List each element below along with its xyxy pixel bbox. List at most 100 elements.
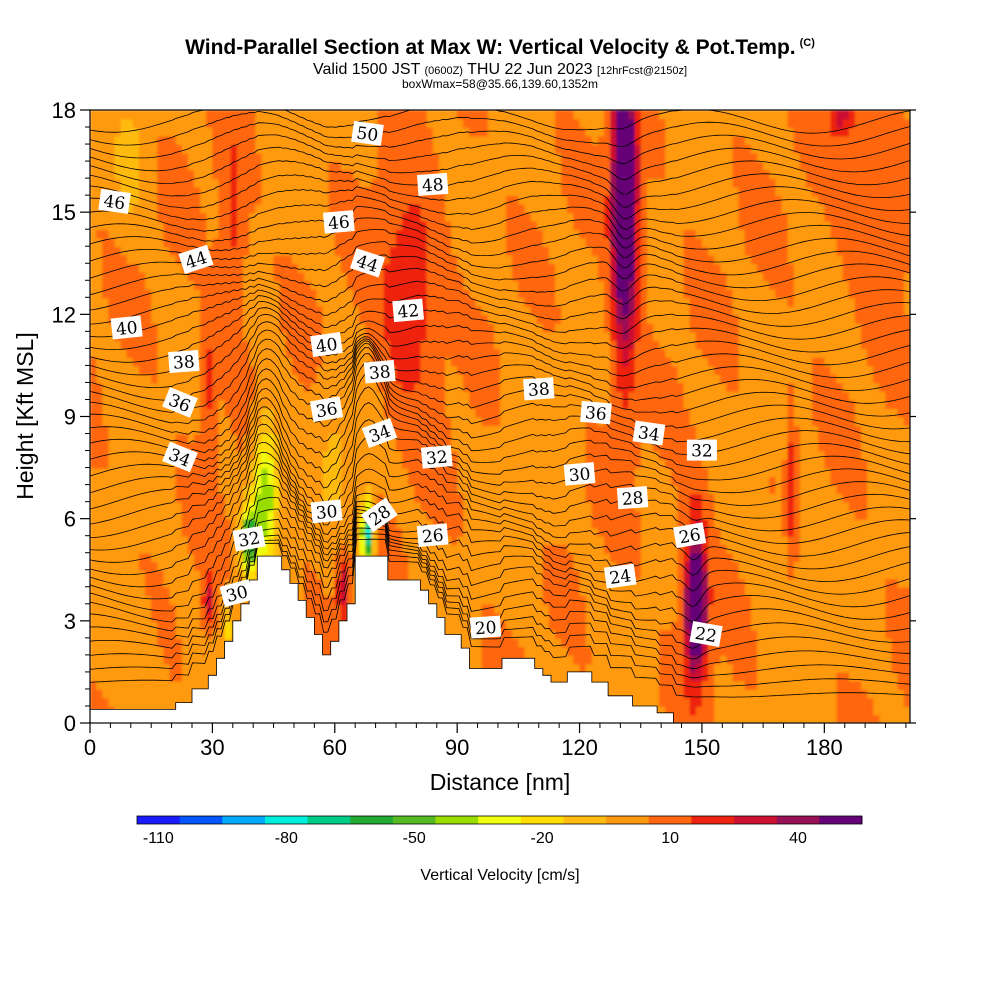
velocity-cell — [261, 390, 269, 401]
velocity-cell — [242, 135, 251, 145]
velocity-cell — [255, 459, 263, 469]
velocity-cell — [438, 493, 446, 503]
velocity-cell — [463, 178, 471, 188]
velocity-cell — [481, 373, 489, 384]
velocity-cell — [438, 433, 446, 443]
velocity-cell — [249, 254, 257, 265]
velocity-cell — [102, 433, 110, 443]
velocity-cell — [316, 135, 324, 145]
velocity-cell — [267, 212, 275, 222]
velocity-cell — [145, 135, 153, 145]
velocity-cell — [469, 254, 477, 265]
velocity-cell — [365, 416, 373, 426]
velocity-cell — [426, 229, 434, 239]
velocity-cell — [163, 518, 171, 529]
velocity-cell — [120, 476, 128, 486]
velocity-cell — [200, 646, 208, 656]
velocity-cell — [377, 459, 385, 469]
velocity-cell — [487, 212, 495, 222]
velocity-cell — [371, 288, 379, 299]
velocity-cell — [181, 629, 189, 639]
velocity-cell — [145, 390, 153, 401]
velocity-cell — [420, 416, 428, 426]
velocity-cell — [432, 237, 440, 248]
velocity-cell — [151, 578, 159, 588]
velocity-cell — [175, 322, 183, 333]
velocity-cell — [200, 544, 208, 554]
velocity-cell — [426, 195, 434, 205]
velocity-cell — [500, 595, 508, 605]
velocity-cell — [316, 493, 324, 503]
velocity-cell — [291, 288, 299, 299]
velocity-cell — [169, 578, 177, 588]
velocity-cell — [90, 399, 98, 409]
velocity-cell — [90, 297, 98, 307]
velocity-cell — [347, 569, 355, 580]
velocity-cell — [194, 118, 202, 128]
velocity-cell — [506, 450, 514, 460]
velocity-cell — [138, 280, 146, 290]
velocity-cell — [432, 322, 440, 333]
velocity-cell — [175, 646, 183, 656]
velocity-cell — [120, 450, 128, 460]
velocity-cell — [255, 390, 263, 401]
velocity-cell — [157, 671, 165, 682]
velocity-cell — [500, 110, 508, 120]
velocity-cell — [157, 280, 165, 290]
velocity-cell — [279, 331, 287, 341]
velocity-cell — [90, 348, 98, 358]
velocity-cell — [408, 399, 416, 409]
velocity-cell — [469, 195, 477, 205]
velocity-cell — [206, 535, 214, 546]
velocity-cell — [408, 110, 416, 120]
velocity-cell — [224, 152, 232, 162]
velocity-cell — [230, 399, 238, 409]
velocity-cell — [408, 195, 416, 205]
velocity-cell — [249, 195, 257, 205]
velocity-cell — [194, 578, 202, 588]
velocity-cell — [249, 322, 257, 333]
velocity-cell — [96, 246, 104, 256]
velocity-cell — [157, 314, 165, 324]
velocity-cell — [212, 484, 220, 495]
velocity-cell — [371, 416, 379, 426]
velocity-cell — [304, 297, 312, 307]
velocity-cell — [328, 425, 336, 435]
velocity-cell — [310, 220, 318, 231]
velocity-cell — [481, 527, 489, 537]
velocity-cell — [347, 586, 355, 597]
velocity-cell — [310, 442, 318, 452]
velocity-cell — [145, 569, 153, 580]
velocity-cell — [469, 203, 477, 214]
velocity-cell — [249, 450, 257, 460]
velocity-cell — [236, 382, 244, 392]
velocity-cell — [291, 339, 299, 350]
velocity-cell — [438, 595, 446, 605]
velocity-cell — [279, 135, 287, 145]
velocity-cell — [114, 501, 122, 512]
velocity-cell — [395, 425, 403, 435]
velocity-cell — [353, 203, 361, 214]
velocity-cell — [102, 578, 110, 588]
velocity-cell — [236, 348, 244, 358]
velocity-cell — [451, 467, 459, 477]
velocity-cell — [212, 237, 220, 248]
velocity-cell — [267, 161, 275, 171]
velocity-cell — [420, 152, 428, 162]
velocity-cell — [493, 382, 501, 392]
velocity-cell — [132, 161, 140, 171]
velocity-cell — [255, 467, 263, 477]
velocity-cell — [279, 314, 287, 324]
velocity-cell — [163, 544, 171, 554]
velocity-cell — [218, 459, 226, 469]
velocity-cell — [126, 595, 134, 605]
velocity-cell — [463, 476, 471, 486]
velocity-cell — [151, 467, 159, 477]
velocity-cell — [218, 467, 226, 477]
velocity-cell — [181, 527, 189, 537]
velocity-cell — [96, 212, 104, 222]
velocity-cell — [90, 697, 98, 707]
velocity-cell — [475, 535, 483, 546]
velocity-cell — [249, 399, 257, 409]
velocity-cell — [102, 637, 110, 648]
